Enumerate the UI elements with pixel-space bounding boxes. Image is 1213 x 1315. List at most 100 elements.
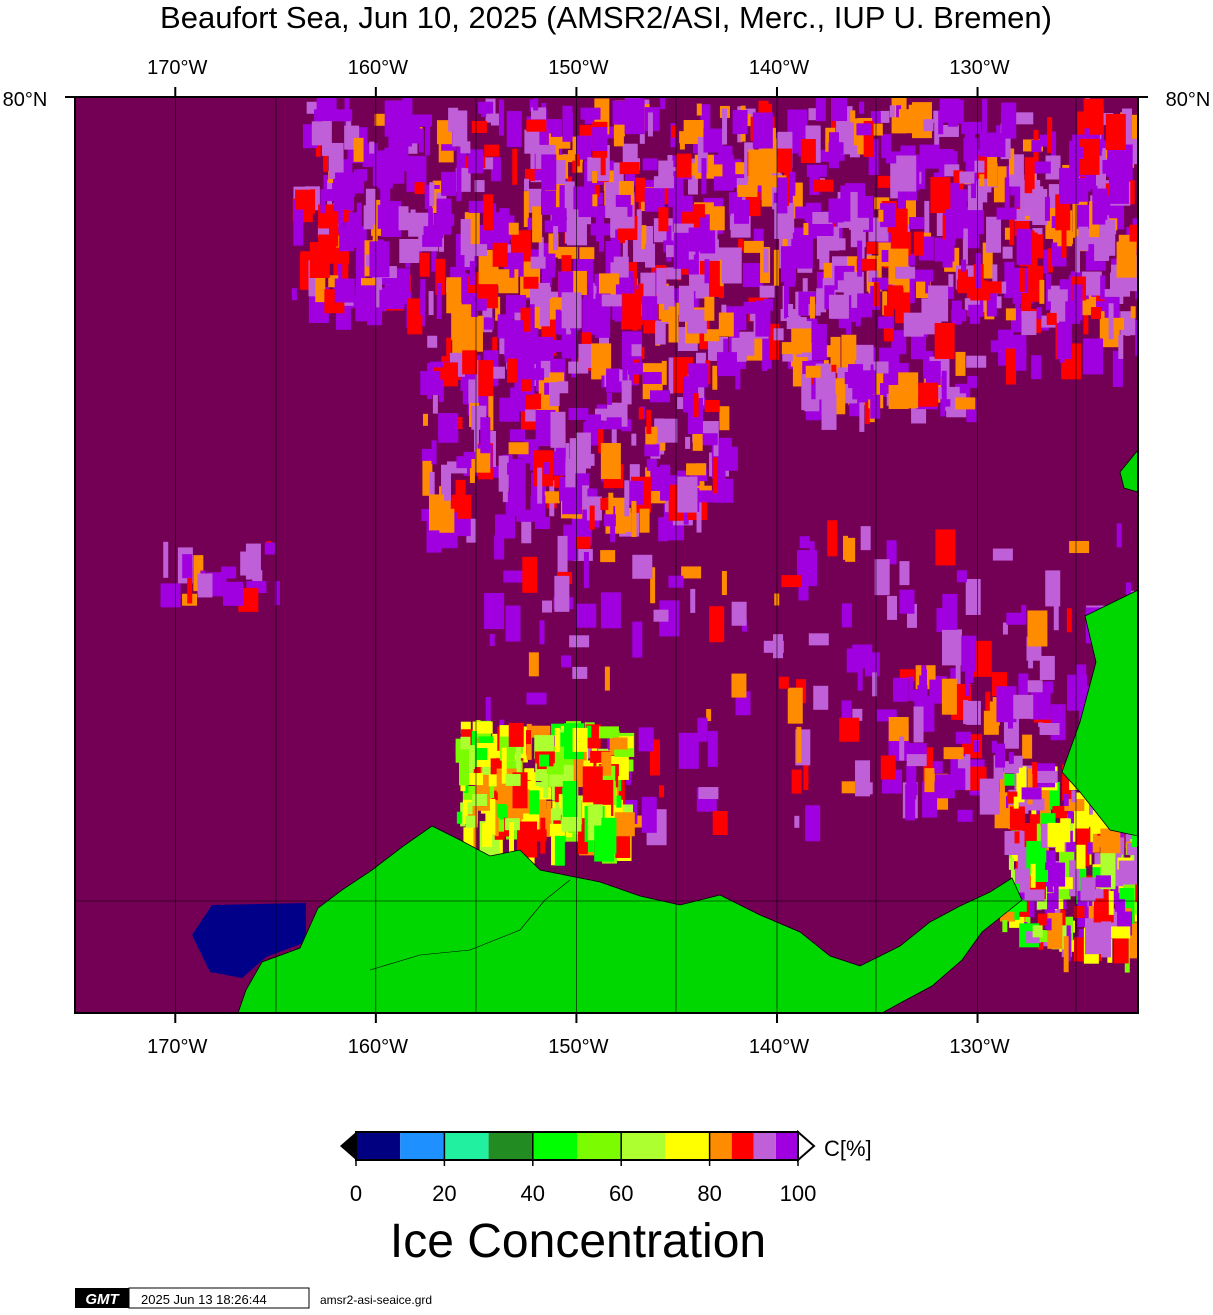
ice-patch [1014, 195, 1020, 208]
ice-patch [950, 668, 956, 681]
map-frame [74, 96, 1139, 1014]
ice-patch [656, 274, 662, 299]
ice-patch [855, 760, 871, 797]
ice-patch [420, 370, 441, 395]
ice-patch [427, 516, 438, 553]
ice-patch [320, 189, 326, 214]
ice-patch [586, 725, 592, 738]
ice-patch [697, 136, 708, 173]
ice-patch [644, 187, 665, 212]
ice-patch [794, 815, 800, 828]
ice-patch [574, 154, 580, 167]
ice-patch [1037, 770, 1058, 783]
ice-patch [821, 393, 837, 430]
ice-patch [1002, 920, 1008, 933]
ice-patch [649, 739, 660, 776]
ice-patch [1137, 812, 1138, 825]
ice-patch [911, 335, 927, 360]
ice-patch [813, 224, 834, 237]
ice-patch [534, 517, 550, 530]
ice-patch [1081, 271, 1102, 296]
ice-patch [850, 110, 856, 123]
ice-patch [431, 235, 437, 272]
ice-patch [870, 394, 881, 419]
ice-patch [469, 745, 475, 770]
ice-patch [805, 365, 821, 378]
ice-patch [621, 380, 632, 405]
ice-patch [1118, 334, 1124, 359]
colorbar-over [797, 1129, 816, 1163]
ice-patch [538, 237, 544, 262]
ice-patch [852, 708, 863, 721]
ice-patch [690, 588, 696, 613]
ice-patch [1076, 664, 1087, 701]
ice-patch [392, 112, 408, 125]
ice-patch [598, 192, 604, 205]
ice-patch [495, 514, 516, 539]
ice-patch [615, 284, 626, 297]
ice-patch [1011, 308, 1022, 333]
ice-patch [959, 276, 975, 289]
ice-patch [485, 696, 491, 721]
ice-patch [520, 477, 526, 502]
ice-patch [554, 727, 560, 752]
ice-patch [1004, 261, 1015, 298]
ice-patch [529, 304, 535, 329]
ice-patch [755, 300, 771, 337]
ice-patch [777, 148, 793, 173]
colorbar-tick-label: 100 [780, 1181, 817, 1206]
ice-patch [1130, 306, 1136, 319]
ice-patch [610, 218, 621, 255]
ice-patch [1002, 246, 1013, 259]
ice-patch [957, 809, 973, 822]
ice-patch [576, 135, 592, 160]
lon-label-bottom: 150°W [548, 1036, 608, 1058]
ice-patch [732, 110, 748, 135]
ice-patch [197, 573, 213, 598]
ice-patch [913, 269, 934, 282]
ice-patch [355, 285, 376, 322]
ice-patch [621, 293, 642, 330]
ice-patch [844, 371, 850, 384]
ice-patch [483, 194, 494, 231]
ice-patch [917, 685, 928, 698]
ice-patch [938, 124, 959, 137]
ice-patch [792, 182, 803, 219]
ice-patch [721, 247, 742, 284]
ice-patch [968, 670, 974, 683]
colorbar-bin [753, 1132, 776, 1160]
title: Beaufort Sea, Jun 10, 2025 (AMSR2/ASI, M… [160, 0, 1052, 35]
ice-patch [945, 209, 956, 246]
lon-label-top: 170°W [147, 57, 207, 79]
ice-patch [1040, 813, 1056, 826]
ice-patch [845, 537, 856, 562]
ice-patch [1032, 762, 1038, 775]
ice-patch [1087, 842, 1093, 855]
ice-patch [1039, 655, 1055, 680]
ice-patch [896, 105, 902, 118]
ice-patch [742, 263, 763, 288]
ice-patch [1001, 102, 1017, 139]
ice-patch [731, 673, 747, 698]
ice-patch [1092, 188, 1108, 225]
ice-patch [577, 818, 588, 855]
ice-patch [900, 145, 916, 158]
ice-patch [975, 253, 981, 290]
ice-patch [1030, 161, 1051, 174]
colorbar: 0 20 40 60 80 100 [340, 1129, 817, 1206]
ice-patch [1004, 830, 1025, 855]
ice-patch [601, 817, 617, 854]
ice-patch [334, 278, 355, 303]
ice-patch [1080, 877, 1096, 902]
ice-patch [704, 259, 710, 284]
colorbar-bin [444, 1132, 489, 1160]
ice-patch [701, 158, 707, 195]
ice-patch [606, 368, 622, 393]
ice-patch [673, 232, 689, 269]
colorbar-bin [731, 1132, 754, 1160]
ice-patch [1019, 267, 1025, 292]
ice-patch [561, 292, 582, 329]
ice-patch [612, 737, 628, 750]
lon-ticks: 170°W 170°W 160°W 160°W 150°W 150°W 140°W 140°W… [147, 57, 1010, 1058]
